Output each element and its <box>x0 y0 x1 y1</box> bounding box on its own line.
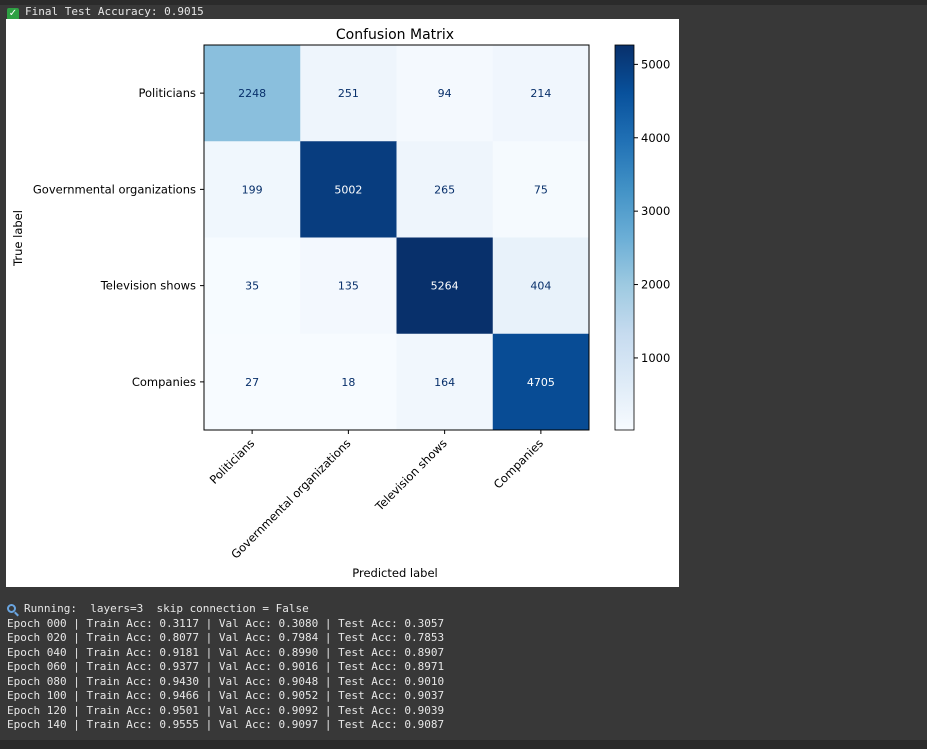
confusion-matrix-chart: Confusion Matrix 2248 251 94 214 199 5002 265 7… <box>11 27 670 580</box>
accuracy-output-line: ✓ Final Test Accuracy: 0.9015 <box>7 5 204 20</box>
heatmap-cell <box>300 141 397 238</box>
running-output-line: Running: layers=3 skip connection = Fals… <box>7 602 309 617</box>
heatmap-cell <box>204 141 301 238</box>
heatmap-cell <box>492 237 590 335</box>
cell-value-label: 5264 <box>431 280 459 293</box>
log-line: Epoch 000 | Train Acc: 0.3117 | Val Acc:… <box>7 616 445 630</box>
y-tick-label: Governmental organizations <box>33 182 196 196</box>
cell-value-label: 94 <box>438 87 452 100</box>
log-line: Epoch 040 | Train Acc: 0.9181 | Val Acc:… <box>7 645 445 659</box>
check-icon: ✓ <box>7 8 19 20</box>
heatmap-cell <box>396 45 494 142</box>
log-line: Epoch 080 | Train Acc: 0.9430 | Val Acc:… <box>7 674 445 688</box>
colorbar-tick-label: 1000 <box>641 351 670 365</box>
chart-title: Confusion Matrix <box>336 27 454 43</box>
cell-value-label: 75 <box>534 183 548 196</box>
x-tick-label: Politicians <box>207 436 258 487</box>
heatmap-cell <box>396 141 494 238</box>
colorbar <box>614 44 635 431</box>
cell-value-label: 27 <box>245 376 259 389</box>
log-line: Epoch 060 | Train Acc: 0.9377 | Val Acc:… <box>7 660 445 674</box>
log-line: Epoch 120 | Train Acc: 0.9501 | Val Acc:… <box>7 703 445 717</box>
cell-value-label: 135 <box>338 280 359 293</box>
heatmap-cell <box>300 333 397 431</box>
cell-value-label: 214 <box>530 87 551 100</box>
y-tick-label: Television shows <box>100 279 196 293</box>
log-line: Epoch 140 | Train Acc: 0.9555 | Val Acc:… <box>7 718 445 732</box>
confusion-matrix-figure: Confusion Matrix 2248 251 94 214 199 5002 265 7… <box>6 19 679 587</box>
heatmap-cell <box>396 333 494 431</box>
heatmap-cells: 2248 251 94 214 199 5002 265 75 35 135 5264 404 27 18… <box>204 45 590 431</box>
cell-value-label: 18 <box>341 376 355 389</box>
colorbar-tick-label: 4000 <box>641 131 670 145</box>
heatmap-cell <box>204 237 301 335</box>
colorbar-tick-label: 3000 <box>641 204 670 218</box>
x-tick-label: Companies <box>491 436 546 491</box>
cell-value-label: 5002 <box>334 183 362 196</box>
cell-value-label: 404 <box>530 280 551 293</box>
x-axis-label: Predicted label <box>352 566 437 580</box>
accuracy-text: Final Test Accuracy: 0.9015 <box>25 5 204 18</box>
heatmap-cell <box>300 45 397 142</box>
heatmap-cell <box>300 237 397 335</box>
y-tick-label: Companies <box>132 375 196 389</box>
cell-value-label: 4705 <box>527 376 555 389</box>
cell-value-label: 2248 <box>238 87 266 100</box>
y-tick-label: Politicians <box>139 86 197 100</box>
cell-value-label: 164 <box>434 376 455 389</box>
heatmap-cell <box>492 141 590 238</box>
output-top-bar <box>0 0 927 5</box>
colorbar-ticks: 1000 2000 3000 4000 5000 <box>634 57 670 365</box>
heatmap-cell <box>204 45 301 142</box>
y-axis-label: True label <box>11 210 25 267</box>
heatmap-cell <box>492 45 590 142</box>
colorbar-tick-label: 5000 <box>641 57 670 71</box>
running-text: Running: layers=3 skip connection = Fals… <box>24 602 309 615</box>
heatmap-cell <box>204 333 301 431</box>
heatmap-cell <box>396 237 494 335</box>
cell-value-label: 251 <box>338 87 359 100</box>
log-line: Epoch 020 | Train Acc: 0.8077 | Val Acc:… <box>7 631 445 645</box>
magnifier-icon <box>7 604 16 613</box>
cell-value-label: 265 <box>434 183 455 196</box>
colorbar-tick-label: 2000 <box>641 278 670 292</box>
x-tick-label: Television shows <box>372 436 450 514</box>
cell-value-label: 199 <box>242 183 263 196</box>
plot-frame <box>203 44 590 431</box>
heatmap-cell <box>492 333 590 431</box>
log-line: Epoch 100 | Train Acc: 0.9466 | Val Acc:… <box>7 689 445 703</box>
cell-value-label: 35 <box>245 280 259 293</box>
output-bottom-bar <box>0 740 927 749</box>
training-log: Epoch 000 | Train Acc: 0.3117 | Val Acc:… <box>7 617 444 733</box>
